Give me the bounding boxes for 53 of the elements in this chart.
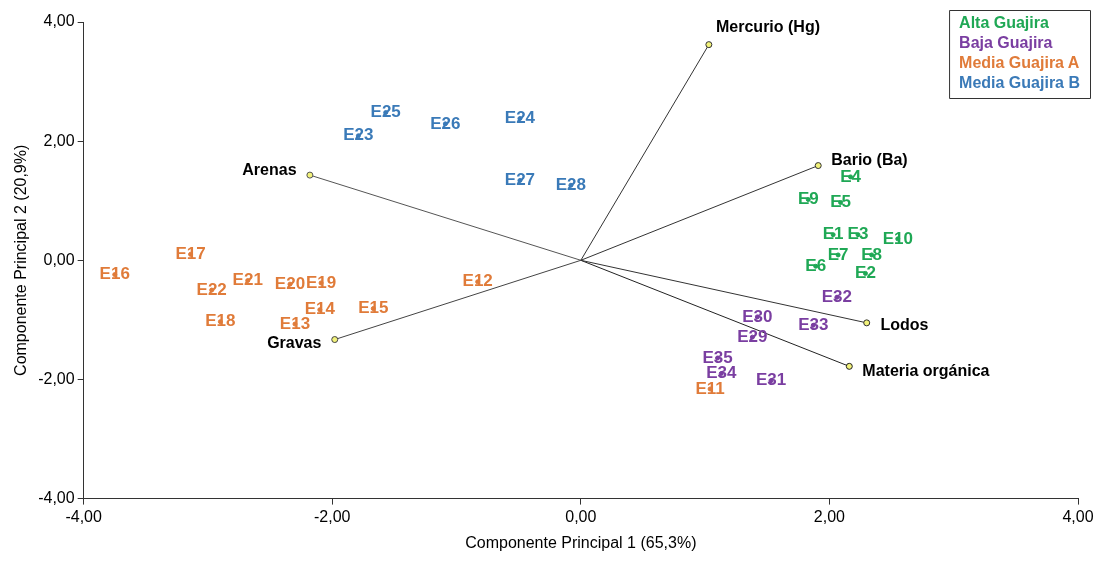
text: Baja Guajira: [959, 34, 1053, 52]
data-label: E23: [343, 125, 374, 145]
x-tick-label: 4,00: [1062, 507, 1094, 525]
series-label: Bario (Ba): [831, 150, 908, 168]
text: Media Guajira B: [959, 74, 1080, 92]
data-label: E31: [755, 370, 787, 390]
data-label: E13: [279, 313, 311, 333]
series-label: Arenas: [242, 161, 297, 179]
y-tick-label: 2,00: [43, 131, 75, 149]
data-label: E6: [805, 255, 827, 275]
data-label: E29: [737, 326, 768, 346]
data-label: E8: [861, 244, 883, 264]
data-label: E20: [274, 273, 306, 293]
data-label: E10: [882, 228, 913, 248]
series-label: Materia orgánica: [862, 361, 990, 379]
series-label: Gravas: [267, 334, 322, 352]
data-label: E30: [742, 306, 773, 326]
data-label: E28: [555, 174, 587, 194]
data-label: E33: [798, 314, 829, 334]
y-tick-label: -2,00: [38, 369, 75, 387]
x-axis-title: Componente Principal 1 (65,3%): [465, 533, 697, 551]
data-label: E32: [821, 286, 852, 306]
data-label: E27: [504, 170, 536, 190]
x-tick-label: -2,00: [314, 507, 351, 525]
data-label: E4: [840, 166, 862, 186]
y-tick-label: 4,00: [43, 12, 75, 30]
series-label: Lodos: [880, 316, 929, 334]
x-tick-label: 0,00: [565, 507, 597, 525]
data-label: E15: [358, 298, 389, 318]
data-label: E7: [827, 244, 849, 264]
data-label: E2: [855, 263, 876, 283]
y-tick-label: -4,00: [38, 489, 75, 507]
data-label: E21: [232, 270, 263, 290]
data-label: E24: [504, 108, 536, 128]
data-label: E19: [305, 272, 337, 292]
data-label: E16: [99, 264, 130, 284]
text: Media Guajira A: [959, 54, 1080, 72]
data-label: E1: [822, 224, 844, 244]
data-label: E9: [797, 189, 819, 209]
series-label: Mercurio (Hg): [716, 17, 820, 35]
data-label: E26: [430, 113, 461, 133]
data-label: E5: [830, 192, 851, 212]
text: Alta Guajira: [959, 14, 1049, 32]
data-label: E25: [370, 102, 401, 122]
x-tick-label: -4,00: [65, 507, 102, 525]
data-label: E17: [175, 244, 206, 264]
data-label: E18: [205, 311, 236, 331]
y-tick-label: 0,00: [43, 250, 75, 268]
x-tick-label: 2,00: [813, 507, 846, 525]
data-label: E3: [847, 224, 869, 244]
y-axis-title: Componente Principal 2 (20,9%): [12, 144, 30, 376]
data-label: E12: [462, 271, 493, 291]
data-label: E22: [196, 279, 227, 299]
